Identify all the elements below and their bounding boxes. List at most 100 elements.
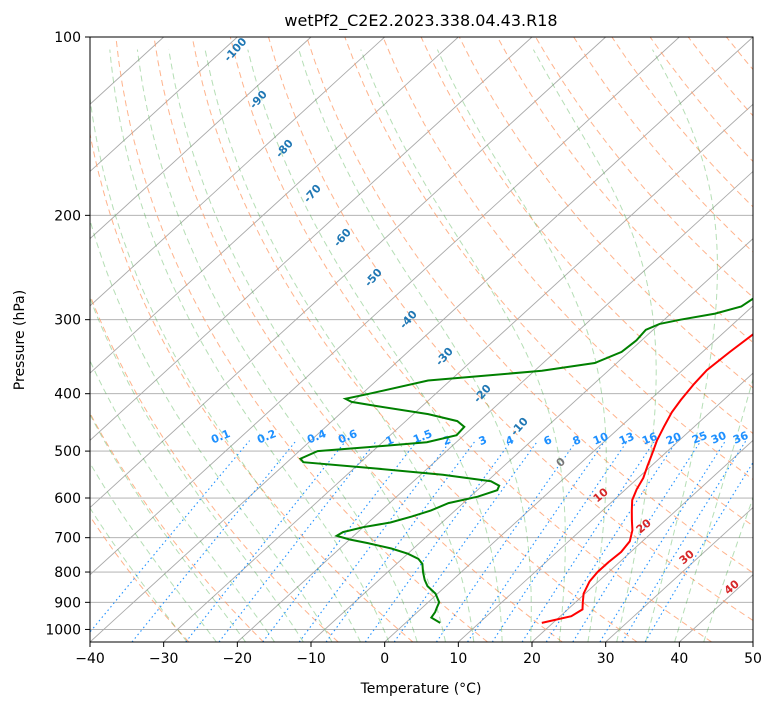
- mixing-ratio-line: [364, 440, 512, 642]
- mixing-ratio-lines: [90, 440, 753, 642]
- dry-adiabat-line: [153, 37, 563, 642]
- x-tick-label: 30: [597, 651, 615, 667]
- isotherm-line: [384, 305, 753, 642]
- moist-adiabat-line: [90, 507, 188, 642]
- moist-adiabat-line: [90, 218, 333, 642]
- mixing-ratio-label: 10: [591, 430, 610, 448]
- moist-adiabat-line: [90, 413, 246, 642]
- moist-adiabat-line: [360, 49, 566, 642]
- mixing-ratio-label: 20: [664, 430, 683, 448]
- moist-adiabat-line: [136, 49, 418, 642]
- mixing-ratio-label: 8: [571, 433, 583, 448]
- x-tick-label: 0: [380, 651, 389, 667]
- isotherm-line: [90, 37, 533, 441]
- isotherm-line: [163, 103, 753, 642]
- y-tick-label: 300: [54, 313, 81, 329]
- isotherm-line: [605, 506, 753, 642]
- moist-adiabat-line: [247, 49, 503, 642]
- y-tick-label: 700: [54, 531, 81, 547]
- moist-adiabat-line: [90, 462, 217, 642]
- x-tick-label: 40: [670, 651, 688, 667]
- dry-adiabat-line: [90, 412, 264, 642]
- mixing-ratio-line: [131, 440, 297, 642]
- sounding-series: [298, 297, 753, 624]
- y-tick-label: 500: [54, 444, 81, 460]
- x-tick-label: −10: [296, 651, 326, 667]
- x-tick-label: 10: [449, 651, 467, 667]
- y-tick-label: 400: [54, 387, 81, 403]
- mixing-ratio-label: 3: [477, 433, 489, 448]
- mixing-ratio-label: 13: [617, 430, 636, 448]
- isotherm-lines: [90, 37, 753, 642]
- isotherm-line: [310, 238, 753, 642]
- mixing-ratio-label: 30: [709, 429, 728, 447]
- isotherm-line: [90, 37, 753, 642]
- mixing-ratio-line: [521, 440, 656, 642]
- mixing-ratio-line: [393, 440, 539, 642]
- mixing-ratio-line: [298, 440, 452, 642]
- x-tick-label: −30: [149, 651, 179, 667]
- mixing-ratio-line: [644, 461, 753, 642]
- mixing-ratio-label: 16: [640, 430, 659, 448]
- y-tick-label: 900: [54, 595, 81, 611]
- moist-adiabat-line: [674, 377, 753, 642]
- x-axis-ticks: −40 −30 −20 −10 0 10 20 30 40 50: [75, 642, 762, 667]
- moist-adiabat-line: [436, 49, 607, 642]
- mixing-ratio-label: 1: [384, 433, 396, 448]
- mixing-ratio-label: 25: [690, 429, 709, 447]
- isotherm-line: [90, 37, 606, 509]
- isotherm-line: [90, 37, 680, 576]
- moist-adiabat-lines: [90, 49, 753, 642]
- moist-adiabat-line: [645, 49, 718, 642]
- y-axis-label: Pressure (hPa): [12, 290, 28, 390]
- mixing-ratio-line: [262, 440, 418, 642]
- x-tick-label: −20: [223, 651, 253, 667]
- y-tick-label: 200: [54, 208, 81, 224]
- temperature-profile-line: [541, 333, 753, 624]
- dry-adiabat-line: [535, 37, 753, 298]
- moist-adiabat-line: [204, 49, 475, 642]
- dry-adiabat-line: [90, 131, 414, 642]
- dry-adiabat-line: [90, 515, 190, 642]
- x-tick-label: −40: [75, 651, 105, 667]
- y-tick-label: 100: [54, 30, 81, 46]
- isotherm-line: [237, 170, 753, 642]
- moist-adiabat-line: [298, 49, 532, 642]
- isotherm-line: [90, 37, 312, 240]
- moist-adiabat-line: [532, 49, 657, 642]
- dry-adiabat-line: [229, 37, 712, 642]
- dry-adiabat-line: [90, 293, 339, 642]
- dry-adiabat-line: [191, 37, 638, 642]
- mixing-ratio-line: [185, 440, 347, 642]
- y-axis-ticks: 100 200 300 400 500 600 700 800 900 1000: [45, 30, 90, 638]
- mixing-ratio-line: [599, 440, 727, 642]
- dry-adiabat-line: [268, 37, 753, 622]
- isotherm-line: [90, 37, 459, 374]
- isotherm-line: [458, 372, 753, 642]
- dry-adiabat-line: [382, 37, 753, 481]
- y-tick-label: 600: [54, 491, 81, 507]
- x-axis-label: Temperature (°C): [360, 681, 482, 697]
- moist-adiabat-line: [168, 49, 446, 642]
- plot-area: -100-90-80-70-60-50-40-30-20-100.1 0.2 0.4…: [90, 37, 753, 642]
- y-tick-label: 1000: [45, 622, 81, 638]
- plot-frame: [89, 36, 754, 643]
- moist-adiabat-line: [703, 496, 753, 642]
- x-tick-label: 50: [744, 651, 762, 667]
- x-tick-label: 20: [523, 651, 541, 667]
- mixing-ratio-label: 2: [441, 433, 453, 448]
- mixing-ratio-line: [621, 440, 747, 642]
- isotherm-line: [531, 439, 753, 642]
- moist-adiabat-line: [90, 95, 361, 642]
- dewpoint-profile-line: [298, 297, 753, 624]
- moist-adiabat-line: [109, 49, 390, 642]
- moist-adiabat-line: [90, 296, 304, 642]
- dry-adiabat-line: [344, 37, 753, 527]
- mixing-ratio-label: 36: [731, 429, 750, 447]
- y-tick-label: 800: [54, 565, 81, 581]
- chart-title: wetPf2_C2E2.2023.338.04.43.R18: [284, 11, 557, 31]
- moist-adiabat-line: [90, 359, 275, 642]
- mixing-ratio-line: [90, 440, 251, 633]
- pressure-gridlines: [90, 37, 753, 630]
